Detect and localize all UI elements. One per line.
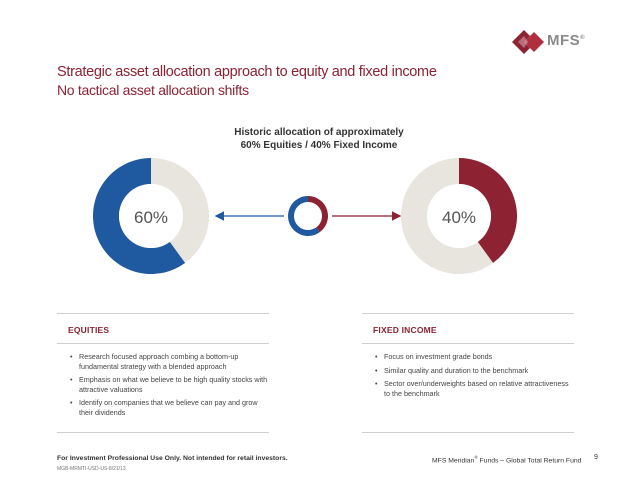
equities-bullet: Identify on companies that we believe ca… <box>70 398 269 417</box>
equities-bullet: Research focused approach combing a bott… <box>70 352 269 371</box>
equities-donut: 60% <box>92 158 209 275</box>
fixed-income-donut: 40% <box>400 158 517 275</box>
equities-bottom-divider <box>57 432 269 433</box>
fixed-income-donut-remainder <box>400 158 494 275</box>
mfs-logo-text: MFS® <box>547 32 586 49</box>
fixed-income-divider <box>362 343 574 344</box>
fixed-income-bullet-list: Focus on investment grade bonds Similar … <box>362 352 574 398</box>
equities-donut-slice <box>92 158 186 275</box>
fixed-income-donut-slice <box>459 158 517 263</box>
chart-title-line-2: 60% Equities / 40% Fixed Income <box>240 140 398 151</box>
fixed-income-bottom-divider <box>362 432 574 433</box>
equities-heading: EQUITIES <box>68 325 110 335</box>
equities-donut-label: 60% <box>134 208 168 227</box>
footer-disclaimer: For Investment Professional Use Only. No… <box>57 455 288 462</box>
center-donut-equities-slice <box>287 196 320 236</box>
fixed-income-heading: FIXED INCOME <box>373 325 437 335</box>
equities-bullet-list: Research focused approach combing a bott… <box>57 352 269 418</box>
mfs-logo-mark <box>512 30 544 54</box>
fixed-income-donut-hole <box>427 184 491 248</box>
page-subtitle: No tactical asset allocation shifts <box>57 82 249 98</box>
center-donut-fixed-income-slice <box>308 196 329 233</box>
center-donut <box>287 196 329 236</box>
fixed-income-bullet: Focus on investment grade bonds <box>375 352 574 362</box>
equities-donut-remainder <box>151 158 209 263</box>
equities-bullet: Emphasis on what we believe to be high q… <box>70 375 269 394</box>
fixed-income-bullet: Similar quality and duration to the benc… <box>375 366 574 376</box>
equities-divider <box>57 343 269 344</box>
footer-code: MGB-MRMTI-USD-US-8/21/13 <box>57 466 126 472</box>
page-title: Strategic asset allocation approach to e… <box>57 64 437 80</box>
fixed-income-bullet: Sector over/underweights based on relati… <box>375 379 574 398</box>
fixed-income-section: FIXED INCOME Focus on investment grade b… <box>362 313 574 402</box>
fixed-income-donut-label: 40% <box>442 208 476 227</box>
page-number: 9 <box>594 454 598 461</box>
chart-title-line-1: Historic allocation of approximately <box>234 127 404 138</box>
equities-donut-hole <box>119 184 183 248</box>
chart-title: Historic allocation of approximately 60%… <box>180 126 458 152</box>
equities-section: EQUITIES Research focused approach combi… <box>57 313 269 422</box>
footer-fund-name: MFS Meridian® Funds – Global Total Retur… <box>432 455 582 465</box>
